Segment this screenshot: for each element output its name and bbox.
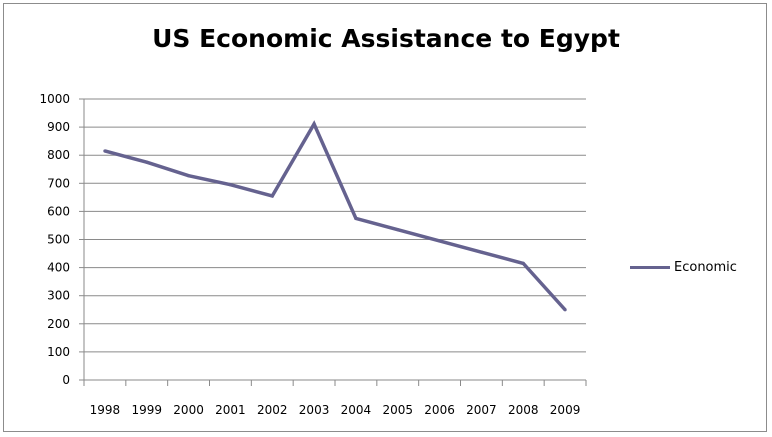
x-tick-label: 2002 — [257, 403, 288, 417]
data-point — [270, 194, 274, 198]
y-tick-label: 800 — [47, 148, 70, 162]
data-point — [563, 308, 567, 312]
x-tick-label: 2005 — [382, 403, 413, 417]
y-tick-label: 900 — [47, 120, 70, 134]
data-point — [437, 239, 442, 243]
data-point — [312, 122, 316, 126]
y-tick-label: 100 — [47, 345, 70, 359]
y-tick-label: 300 — [47, 289, 70, 303]
x-tick-label: 1999 — [131, 403, 162, 417]
y-tick-label: 600 — [47, 204, 70, 218]
x-tick-label: 2006 — [424, 403, 455, 417]
y-tick-label: 1000 — [39, 92, 70, 106]
data-point — [103, 149, 107, 153]
data-point — [186, 174, 191, 178]
x-tick-label: 2003 — [299, 403, 330, 417]
legend-swatch — [630, 265, 670, 269]
chart-frame — [3, 3, 767, 432]
y-tick-label: 400 — [47, 261, 70, 275]
y-tick-label: 0 — [62, 373, 70, 387]
y-tick-label: 700 — [47, 176, 70, 190]
chart-title: US Economic Assistance to Egypt — [152, 24, 620, 53]
x-tick-label: 2008 — [508, 403, 539, 417]
x-tick-label: 1998 — [90, 403, 121, 417]
y-tick-label: 200 — [47, 317, 70, 331]
x-tick-label: 2007 — [466, 403, 497, 417]
x-tick-label: 2009 — [550, 403, 581, 417]
x-tick-label: 2004 — [341, 403, 372, 417]
data-point — [479, 250, 484, 254]
data-point — [521, 261, 525, 265]
data-point — [354, 216, 358, 221]
data-point — [228, 183, 233, 187]
series-line-economic — [104, 120, 567, 311]
x-tick-label: 2001 — [215, 403, 246, 417]
data-point — [396, 228, 400, 232]
legend-label: Economic — [674, 259, 737, 275]
y-tick-label: 500 — [47, 233, 70, 247]
x-tick-label: 2000 — [173, 403, 204, 417]
data-point — [145, 160, 149, 164]
legend: Economic — [630, 257, 737, 277]
